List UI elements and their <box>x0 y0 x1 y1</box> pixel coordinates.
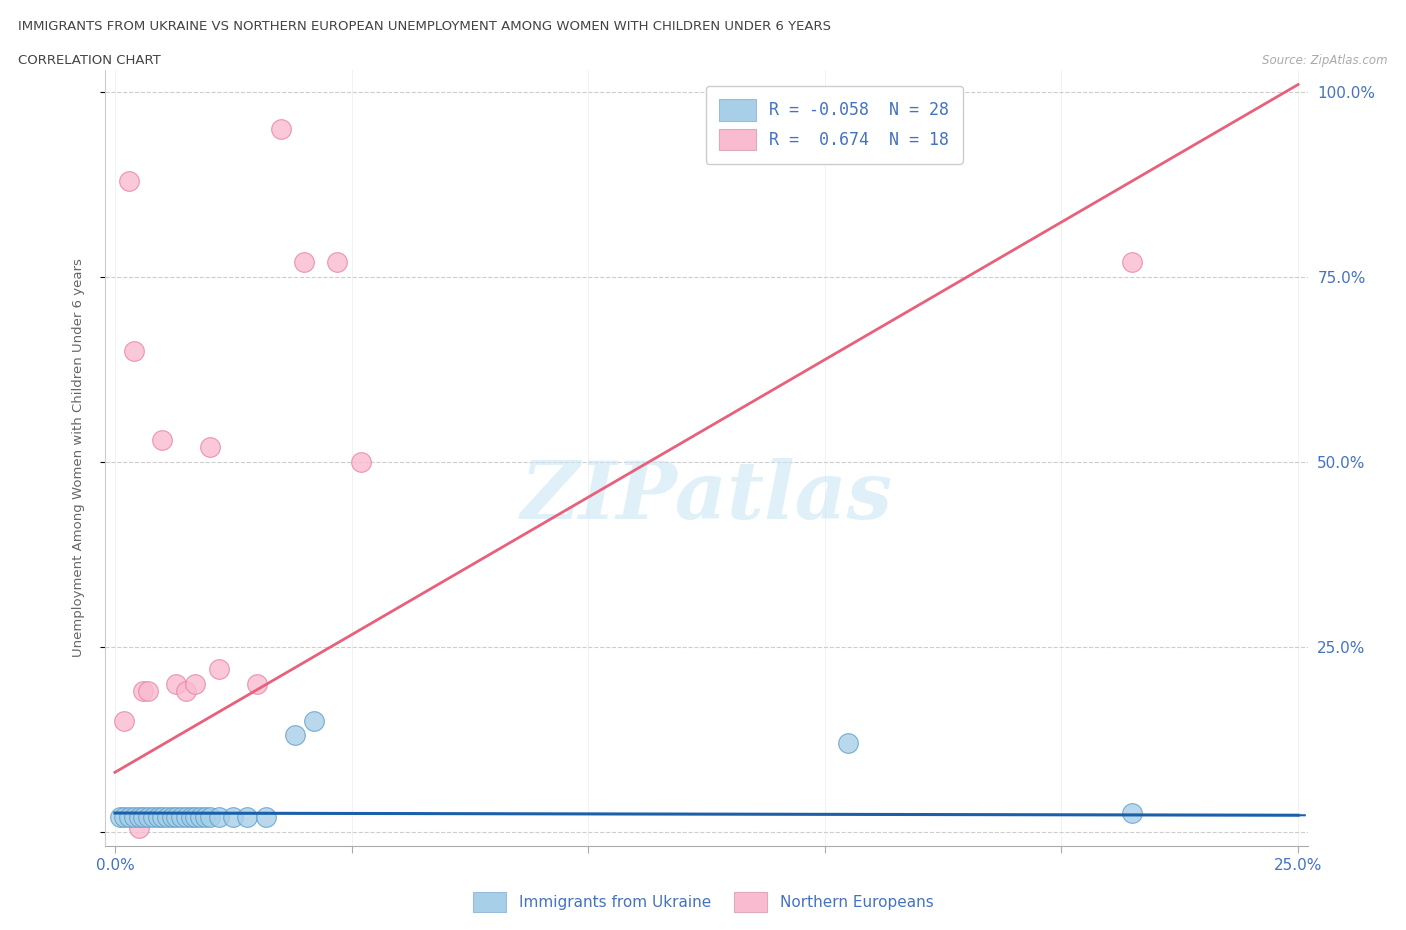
Point <box>136 684 159 698</box>
Point <box>112 809 135 824</box>
Point <box>208 809 231 824</box>
Point <box>194 809 217 824</box>
Point <box>188 809 211 824</box>
Point <box>132 684 155 698</box>
Point <box>174 809 197 824</box>
Point <box>208 661 231 676</box>
Point <box>1121 805 1143 820</box>
Point <box>108 809 131 824</box>
Point <box>122 809 145 824</box>
Point <box>236 809 259 824</box>
Point <box>165 809 187 824</box>
Text: CORRELATION CHART: CORRELATION CHART <box>18 54 162 67</box>
Point <box>122 343 145 358</box>
Point <box>112 713 135 728</box>
Point <box>198 809 221 824</box>
Point <box>302 713 325 728</box>
Point <box>142 809 165 824</box>
Text: IMMIGRANTS FROM UKRAINE VS NORTHERN EUROPEAN UNEMPLOYMENT AMONG WOMEN WITH CHILD: IMMIGRANTS FROM UKRAINE VS NORTHERN EURO… <box>18 20 831 33</box>
Point <box>198 440 221 455</box>
Point <box>132 809 155 824</box>
Point <box>128 809 150 824</box>
Point <box>184 676 207 691</box>
Point <box>160 809 183 824</box>
Point <box>170 809 193 824</box>
Point <box>118 809 141 824</box>
Point <box>150 432 173 447</box>
Point <box>146 809 169 824</box>
Point <box>254 809 277 824</box>
Point <box>150 809 173 824</box>
Point <box>180 809 202 824</box>
Point <box>292 255 315 270</box>
Text: ZIPatlas: ZIPatlas <box>520 458 893 536</box>
Point <box>174 684 197 698</box>
Point <box>284 728 307 743</box>
Point <box>350 454 373 469</box>
Point <box>246 676 269 691</box>
Point <box>184 809 207 824</box>
Point <box>136 809 159 824</box>
Legend: R = -0.058  N = 28, R =  0.674  N = 18: R = -0.058 N = 28, R = 0.674 N = 18 <box>706 86 963 164</box>
Point <box>118 173 141 188</box>
Point <box>1121 255 1143 270</box>
Legend: Immigrants from Ukraine, Northern Europeans: Immigrants from Ukraine, Northern Europe… <box>467 886 939 918</box>
Point <box>837 736 859 751</box>
Point <box>326 255 349 270</box>
Point <box>128 820 150 835</box>
Y-axis label: Unemployment Among Women with Children Under 6 years: Unemployment Among Women with Children U… <box>72 259 84 658</box>
Point <box>156 809 179 824</box>
Point <box>165 676 187 691</box>
Point <box>222 809 245 824</box>
Point <box>270 122 292 137</box>
Text: Source: ZipAtlas.com: Source: ZipAtlas.com <box>1263 54 1388 67</box>
